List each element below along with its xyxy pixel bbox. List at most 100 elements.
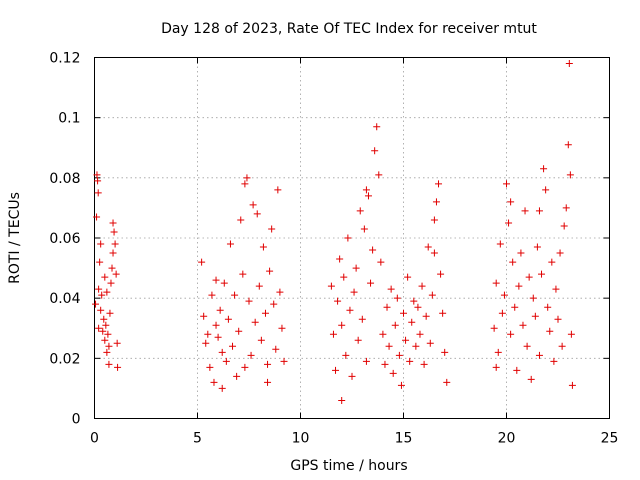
y-tick-label: 0.1 (58, 111, 80, 127)
y-tick-label: 0.08 (49, 171, 80, 187)
data-point (342, 351, 350, 359)
data-point (220, 279, 228, 287)
data-point (531, 312, 539, 320)
data-point (206, 363, 214, 371)
data-point (558, 342, 566, 350)
data-point (408, 318, 416, 326)
data-point (356, 207, 364, 215)
data-point (96, 258, 104, 266)
data-point (422, 312, 430, 320)
data-point (257, 336, 265, 344)
data-point (560, 222, 568, 230)
data-point (387, 285, 395, 293)
data-point (562, 204, 570, 212)
data-point (327, 282, 335, 290)
data-point (492, 363, 500, 371)
data-point (362, 186, 370, 194)
data-point (108, 264, 116, 272)
data-point (255, 282, 263, 290)
data-point (336, 255, 344, 263)
data-point (389, 369, 397, 377)
data-point (99, 327, 107, 335)
data-point (101, 336, 109, 344)
y-axis-label: ROTI / TECUs (7, 192, 23, 284)
data-point (379, 330, 387, 338)
data-point (214, 333, 222, 341)
data-point (102, 321, 110, 329)
data-point (94, 189, 102, 197)
data-point (266, 267, 274, 275)
data-point (105, 360, 113, 368)
data-point (565, 60, 573, 68)
data-point (375, 171, 383, 179)
data-point (503, 180, 510, 188)
data-point (245, 297, 253, 305)
data-point (542, 186, 550, 194)
data-point (566, 171, 574, 179)
data-point (272, 345, 280, 353)
data-point (500, 291, 508, 299)
data-point (204, 330, 212, 338)
data-point (97, 306, 105, 314)
data-point (414, 303, 422, 311)
data-point (383, 303, 391, 311)
data-point (556, 249, 564, 257)
data-point (393, 294, 401, 302)
data-point (354, 336, 362, 344)
data-point (507, 198, 515, 206)
data-point (428, 291, 436, 299)
x-tick-label: 15 (395, 431, 413, 447)
data-point (533, 243, 541, 251)
y-tick-label: 0.02 (49, 351, 80, 367)
data-point (492, 279, 500, 287)
data-point (430, 249, 438, 257)
data-point (344, 234, 352, 242)
data-point (564, 141, 572, 149)
data-point (552, 285, 560, 293)
data-point (251, 318, 259, 326)
data-point (338, 321, 346, 329)
x-axis-label: GPS time / hours (290, 458, 407, 474)
data-point (535, 351, 543, 359)
data-point (100, 315, 108, 323)
data-point (247, 351, 255, 359)
data-point (222, 357, 230, 365)
data-point (105, 342, 113, 350)
data-point (92, 300, 100, 308)
data-point (443, 378, 451, 386)
data-point (397, 381, 405, 389)
data-point (261, 309, 269, 317)
data-point (243, 174, 251, 182)
data-point (507, 330, 515, 338)
data-point (241, 180, 249, 188)
data-points (92, 60, 576, 404)
data-point (521, 207, 529, 215)
data-point (198, 258, 206, 266)
data-point (367, 279, 375, 287)
data-point (371, 147, 379, 155)
data-point (218, 384, 226, 392)
data-point (113, 339, 121, 347)
data-point (402, 336, 410, 344)
data-point (529, 294, 537, 302)
x-tick-label: 25 (601, 431, 619, 447)
data-point (274, 186, 282, 194)
data-point (544, 303, 552, 311)
data-point (216, 306, 224, 314)
data-point (249, 201, 257, 209)
data-point (94, 177, 102, 185)
data-point (259, 243, 267, 251)
data-point (360, 225, 368, 233)
data-point (410, 297, 418, 305)
chart-title: Day 128 of 2023, Rate Of TEC Index for r… (161, 21, 537, 37)
data-point (381, 360, 389, 368)
data-point (496, 240, 504, 248)
data-point (568, 381, 576, 389)
data-point (517, 249, 525, 257)
data-point (93, 213, 101, 221)
x-tick-label: 10 (292, 431, 310, 447)
data-point (210, 378, 218, 386)
data-point (523, 342, 531, 350)
data-point (511, 303, 519, 311)
